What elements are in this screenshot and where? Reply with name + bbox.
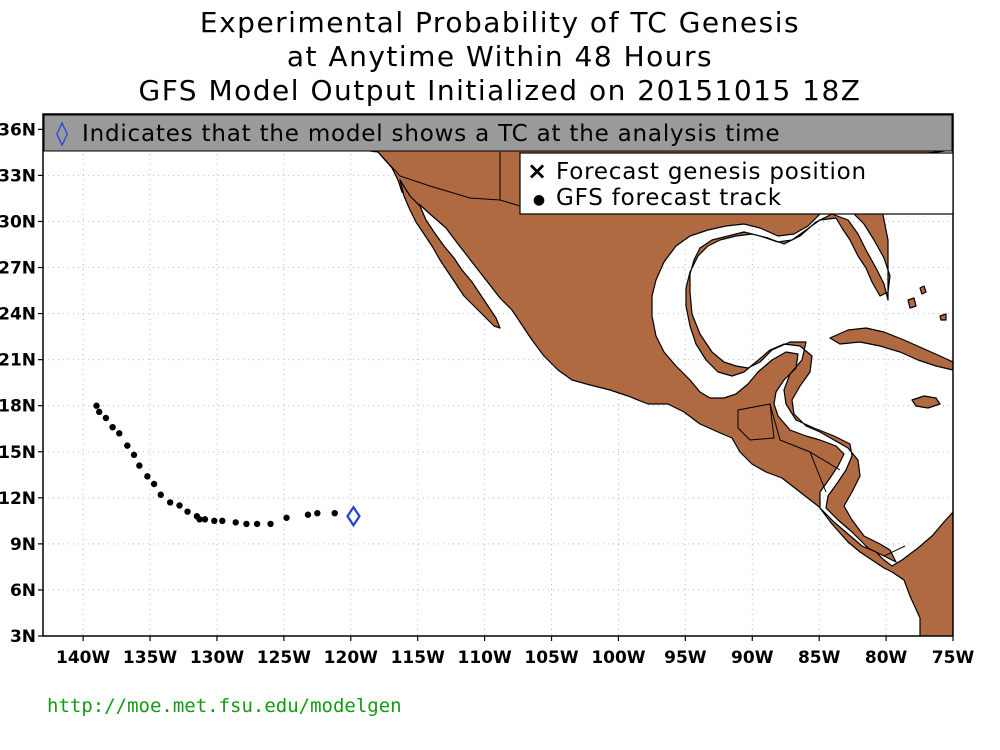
x-tick-label: 135W: [123, 648, 177, 668]
legend-label-genesis: Forecast genesis position: [556, 159, 867, 185]
banner-diamond-icon: ◊: [56, 119, 68, 147]
track-point: [130, 451, 138, 459]
x-tick-label: 85W: [798, 648, 841, 668]
land-mainland: [361, 114, 953, 636]
plot-frame: [42, 113, 954, 637]
x-tick-label: 125W: [257, 648, 311, 668]
track-point: [166, 499, 174, 506]
track-point: [331, 509, 338, 517]
track-point: [211, 517, 218, 525]
y-axis: 3N 6N 9N 12N 15N 18N 21N 24N 27N 30N 33N 36N: [0, 120, 43, 647]
legend: × Forecast genesis position ● GFS foreca…: [519, 152, 954, 215]
track-point: [201, 516, 209, 523]
x-axis: 140W 135W 130W 125W 120W 115W 110W 105W 100W 95W 9…: [56, 636, 974, 668]
banner-text: Indicates that the model shows a TC at t…: [82, 121, 780, 147]
title-line-3: GFS Model Output Initialized on 20151015…: [139, 74, 862, 107]
country-borders: [377, 151, 906, 557]
track-point: [116, 430, 123, 437]
y-tick-label: 36N: [0, 120, 36, 140]
x-tick-label: 80W: [865, 648, 908, 668]
track-point: [193, 513, 201, 520]
x-tick-label: 130W: [190, 648, 244, 668]
y-tick-label: 15N: [0, 443, 36, 463]
x-tick-label: 105W: [524, 648, 578, 668]
land-baja-california: [399, 179, 501, 329]
y-tick-label: 27N: [0, 259, 36, 279]
track-point: [243, 520, 250, 528]
track-point: [314, 509, 321, 517]
footer-url[interactable]: http://moe.met.fsu.edu/modelgen: [47, 695, 402, 717]
x-tick-label: 75W: [932, 648, 975, 668]
land-jamaica: [911, 395, 941, 409]
track-point: [96, 408, 103, 416]
track-point: [304, 511, 312, 518]
x-tick-label: 90W: [731, 648, 774, 668]
track-point: [136, 462, 143, 469]
x-tick-label: 115W: [391, 648, 445, 668]
y-tick-label: 3N: [10, 627, 36, 647]
y-tick-label: 12N: [0, 489, 36, 509]
x-tick-label: 120W: [324, 648, 378, 668]
landmass-north-america: [361, 114, 953, 636]
legend-label-track: GFS forecast track: [556, 185, 782, 211]
y-tick-label: 9N: [10, 535, 36, 555]
track-point: [219, 517, 226, 525]
y-tick-label: 18N: [0, 397, 36, 417]
x-tick-label: 140W: [56, 648, 110, 668]
y-tick-label: 21N: [0, 351, 36, 371]
land-cuba: [829, 327, 953, 371]
track-point: [102, 414, 110, 422]
track-point: [144, 473, 151, 480]
y-tick-label: 33N: [0, 166, 36, 186]
track-point: [150, 480, 158, 488]
track-point: [109, 424, 116, 431]
x-tick-label: 95W: [664, 648, 707, 668]
track-point: [232, 519, 239, 526]
y-tick-label: 6N: [10, 581, 36, 601]
y-tick-label: 30N: [0, 212, 36, 232]
track-point: [283, 514, 290, 521]
legend-cross-icon: ×: [527, 157, 547, 185]
forecast-track: [93, 402, 338, 528]
analysis-banner: ◊ Indicates that the model shows a TC at…: [43, 114, 953, 152]
track-point: [184, 508, 191, 515]
title-line-1: Experimental Probability of TC Genesis: [200, 6, 800, 39]
analysis-marker: [346, 505, 361, 528]
x-tick-label: 100W: [591, 648, 645, 668]
track-point: [124, 442, 131, 449]
x-tick-label: 110W: [457, 648, 511, 668]
track-point: [157, 491, 164, 498]
track-point: [253, 520, 261, 528]
y-tick-label: 24N: [0, 305, 36, 325]
track-point: [176, 502, 183, 509]
title-line-2: at Anytime Within 48 Hours: [287, 40, 713, 73]
track-point: [93, 402, 100, 409]
legend-dot-icon: ●: [533, 192, 545, 208]
land-bahamas: [907, 285, 947, 321]
track-point: [267, 520, 274, 528]
analysis-diamond-icon: [346, 505, 361, 528]
